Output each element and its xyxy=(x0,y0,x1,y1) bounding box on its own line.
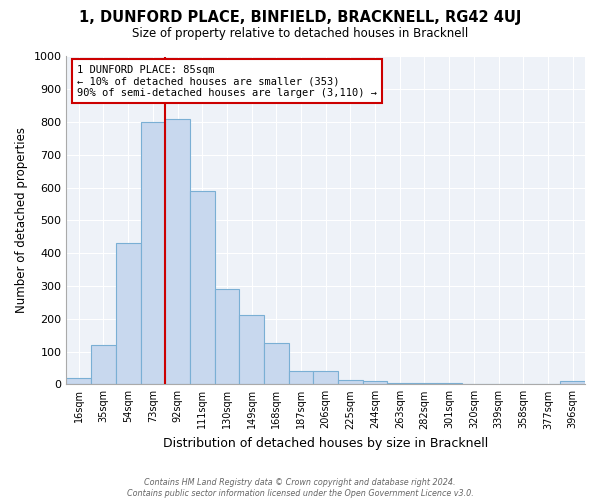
Bar xyxy=(264,344,289,384)
Bar xyxy=(91,345,116,385)
Bar xyxy=(239,316,264,384)
Bar xyxy=(67,378,91,384)
Bar xyxy=(215,289,239,384)
Bar xyxy=(190,191,215,384)
X-axis label: Distribution of detached houses by size in Bracknell: Distribution of detached houses by size … xyxy=(163,437,488,450)
Y-axis label: Number of detached properties: Number of detached properties xyxy=(15,128,28,314)
Text: Contains HM Land Registry data © Crown copyright and database right 2024.
Contai: Contains HM Land Registry data © Crown c… xyxy=(127,478,473,498)
Bar xyxy=(437,382,461,384)
Bar xyxy=(140,122,165,384)
Bar xyxy=(165,119,190,384)
Bar xyxy=(388,382,412,384)
Bar xyxy=(338,380,363,384)
Bar xyxy=(313,371,338,384)
Bar xyxy=(116,244,140,384)
Bar xyxy=(363,381,388,384)
Text: 1 DUNFORD PLACE: 85sqm
← 10% of detached houses are smaller (353)
90% of semi-de: 1 DUNFORD PLACE: 85sqm ← 10% of detached… xyxy=(77,64,377,98)
Text: 1, DUNFORD PLACE, BINFIELD, BRACKNELL, RG42 4UJ: 1, DUNFORD PLACE, BINFIELD, BRACKNELL, R… xyxy=(79,10,521,25)
Bar xyxy=(289,371,313,384)
Text: Size of property relative to detached houses in Bracknell: Size of property relative to detached ho… xyxy=(132,28,468,40)
Bar xyxy=(560,381,585,384)
Bar xyxy=(412,382,437,384)
